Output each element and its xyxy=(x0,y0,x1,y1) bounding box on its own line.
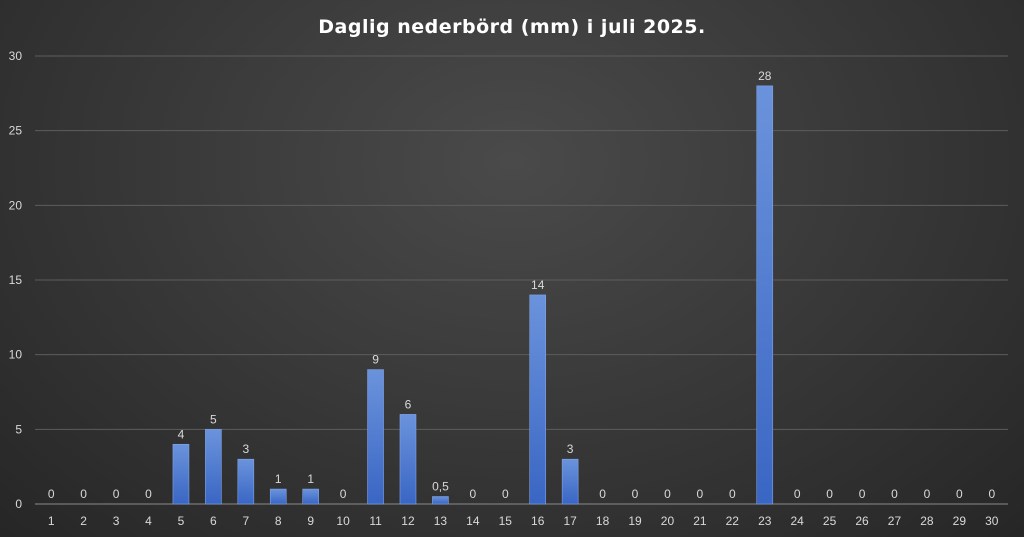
data-label: 3 xyxy=(567,442,574,456)
data-label: 0 xyxy=(48,487,55,501)
data-label: 0 xyxy=(664,487,671,501)
data-labels: 0 0 0 0 4 5 3 1 1 0 9 6 0,5 0 0 14 3 0 0 0 0 0 28 0 0 0 0 0 0 0 xyxy=(48,69,996,501)
x-tick-label: 7 xyxy=(242,514,249,528)
data-label: 0 xyxy=(113,487,120,501)
x-tick-label: 11 xyxy=(369,514,382,528)
x-tick-label: 4 xyxy=(145,514,152,528)
data-label: 0 xyxy=(502,487,509,501)
data-label: 3 xyxy=(242,442,249,456)
bar xyxy=(561,458,579,505)
data-label: 4 xyxy=(178,427,185,441)
data-label: 0 xyxy=(729,487,736,501)
x-tick-label: 17 xyxy=(563,514,577,528)
x-tick-label: 15 xyxy=(499,514,513,528)
x-tick-label: 16 xyxy=(531,514,545,528)
data-label: 0 xyxy=(599,487,606,501)
data-label: 0 xyxy=(891,487,898,501)
x-tick-label: 8 xyxy=(275,514,282,528)
y-tick-label: 15 xyxy=(9,273,23,287)
bar xyxy=(432,496,449,505)
x-tick-label: 3 xyxy=(113,514,120,528)
y-tick-label: 30 xyxy=(9,49,23,63)
bar xyxy=(302,488,319,505)
y-tick-label: 25 xyxy=(9,124,23,138)
x-tick-label: 2 xyxy=(80,514,87,528)
y-tick-label: 20 xyxy=(9,198,23,212)
data-label: 0 xyxy=(632,487,639,501)
data-label: 6 xyxy=(405,397,412,411)
y-tick-label: 5 xyxy=(15,422,22,436)
x-tick-label: 12 xyxy=(401,514,415,528)
data-label: 0 xyxy=(470,487,477,501)
data-label: 0,5 xyxy=(432,480,449,494)
data-label: 0 xyxy=(956,487,963,501)
bar xyxy=(269,488,287,505)
y-tick-label: 10 xyxy=(9,348,23,362)
bar xyxy=(399,414,417,505)
data-label: 0 xyxy=(826,487,833,501)
chart-title: Daglig nederbörd (mm) i juli 2025. xyxy=(318,16,705,38)
x-tick-label: 19 xyxy=(628,514,642,528)
y-axis: 0 5 10 15 20 25 30 xyxy=(9,49,23,511)
data-label: 5 xyxy=(210,412,217,426)
x-axis: 1 2 3 4 5 6 7 8 9 10 11 12 13 14 15 16 17 18 19 20 21 22 23 24 2… xyxy=(48,514,999,528)
x-tick-label: 25 xyxy=(823,514,837,528)
x-tick-label: 24 xyxy=(791,514,805,528)
x-tick-label: 26 xyxy=(855,514,869,528)
x-tick-label: 6 xyxy=(210,514,217,528)
bar xyxy=(237,458,255,505)
x-tick-label: 18 xyxy=(596,514,610,528)
data-label: 9 xyxy=(372,353,379,367)
x-tick-label: 20 xyxy=(661,514,675,528)
data-label: 0 xyxy=(340,487,347,501)
data-label: 28 xyxy=(758,69,772,83)
data-label: 0 xyxy=(794,487,801,501)
bars xyxy=(172,85,774,505)
x-tick-label: 23 xyxy=(758,514,772,528)
x-tick-label: 21 xyxy=(693,514,707,528)
x-tick-label: 14 xyxy=(466,514,480,528)
data-label: 1 xyxy=(307,472,314,486)
data-label: 14 xyxy=(531,278,545,292)
data-label: 0 xyxy=(859,487,866,501)
y-tick-label: 0 xyxy=(15,497,22,511)
x-tick-label: 5 xyxy=(178,514,185,528)
bar xyxy=(205,429,222,505)
x-tick-label: 13 xyxy=(434,514,448,528)
x-tick-label: 29 xyxy=(953,514,967,528)
data-label: 0 xyxy=(924,487,931,501)
bar xyxy=(756,85,774,505)
bar xyxy=(367,369,384,505)
bar xyxy=(172,443,190,505)
data-label: 0 xyxy=(988,487,995,501)
data-label: 0 xyxy=(697,487,704,501)
x-tick-label: 10 xyxy=(336,514,350,528)
bar xyxy=(529,294,547,505)
x-tick-label: 1 xyxy=(48,514,55,528)
data-label: 0 xyxy=(80,487,87,501)
gridlines xyxy=(35,55,1008,505)
x-tick-label: 30 xyxy=(985,514,999,528)
x-tick-label: 9 xyxy=(307,514,314,528)
x-tick-label: 27 xyxy=(888,514,902,528)
x-tick-label: 28 xyxy=(920,514,934,528)
x-tick-label: 22 xyxy=(726,514,740,528)
data-label: 0 xyxy=(145,487,152,501)
data-label: 1 xyxy=(275,472,282,486)
